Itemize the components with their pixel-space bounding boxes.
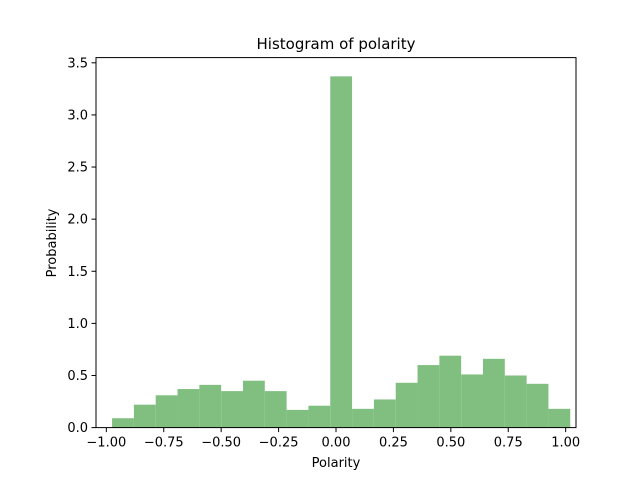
y-axis-ticks: 0.0 0.5 1.0 1.5 2.0 2.5 3.0 3.5 <box>67 56 96 436</box>
y-tick-label: 1.0 <box>67 317 88 332</box>
histogram-bar <box>308 405 331 428</box>
y-tick-label: 1.5 <box>67 265 88 280</box>
x-tick-label: −0.50 <box>201 436 241 451</box>
histogram-bar <box>264 391 287 428</box>
y-axis-title: Probability <box>45 208 60 277</box>
histogram-bar <box>242 380 265 428</box>
histogram-bar <box>548 408 571 428</box>
histogram-bar <box>439 355 462 428</box>
x-tick-label: 0.25 <box>379 436 408 451</box>
x-tick-label: 0.00 <box>322 436 351 451</box>
y-tick-label: 0.0 <box>67 421 88 436</box>
histogram-bar <box>221 391 243 428</box>
y-tick-label: 3.0 <box>67 108 88 123</box>
y-tick-label: 2.0 <box>67 213 88 228</box>
x-tick-label: 1.00 <box>551 436 580 451</box>
x-tick-label: −0.25 <box>259 436 299 451</box>
y-tick-label: 2.5 <box>67 161 88 176</box>
histogram-bar <box>373 399 396 428</box>
x-tick-label: 0.75 <box>494 436 523 451</box>
histogram-bar <box>461 374 483 428</box>
x-tick-label: −0.75 <box>144 436 184 451</box>
x-axis-title: Polarity <box>312 456 361 471</box>
y-tick-label: 3.5 <box>67 56 88 71</box>
y-tick-label: 0.5 <box>67 369 88 384</box>
bars-group <box>112 76 571 428</box>
histogram-bar <box>330 76 353 428</box>
histogram-bar <box>417 365 440 428</box>
histogram-bar <box>352 408 374 428</box>
histogram-bar <box>395 382 418 428</box>
histogram-bar <box>482 358 505 428</box>
histogram-bar <box>199 384 222 428</box>
histogram-bar <box>286 409 309 428</box>
histogram-bar <box>526 383 549 428</box>
chart-title: Histogram of polarity <box>257 35 416 53</box>
histogram-bar <box>155 395 178 428</box>
x-tick-label: 0.50 <box>436 436 465 451</box>
histogram-bar <box>504 375 527 428</box>
histogram-bar <box>112 418 134 428</box>
histogram-bar <box>177 389 200 428</box>
x-axis-ticks: −1.00 −0.75 −0.50 −0.25 0.00 0.25 0.50 0.75 1.00 <box>86 427 580 451</box>
histogram-bar <box>133 404 156 428</box>
x-tick-label: −1.00 <box>86 436 126 451</box>
